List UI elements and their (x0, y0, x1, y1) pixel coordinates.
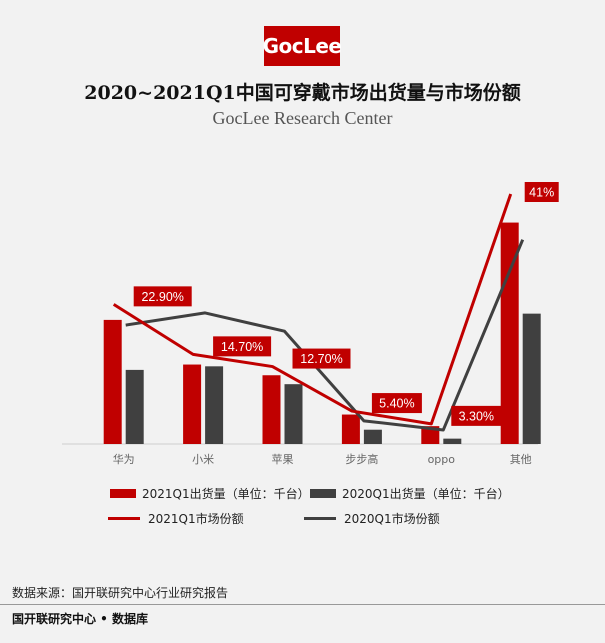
legend-item-2020-shipments: 2020Q1出货量（单位：千台） (310, 485, 510, 502)
goclee-logo: GocLee (263, 26, 342, 66)
data-label-2: 12.70% (300, 352, 342, 366)
legend-label: 2021Q1市场份额 (148, 512, 244, 526)
data-label-box-2 (292, 348, 351, 369)
chart-title: 2020~2021Q1中国可穿戴市场出货量与市场份额 (84, 82, 521, 104)
data-label-box-5 (524, 182, 559, 202)
bar-2020q1-3 (363, 429, 382, 444)
line-2020q1-share (125, 239, 525, 432)
data-label-box-1 (213, 336, 272, 357)
data-label-box-0 (133, 286, 192, 307)
bar-2021q1-1 (183, 364, 202, 444)
bar-2021q1-4 (421, 426, 440, 444)
bar-2020q1-2 (284, 384, 303, 444)
legend-swatch-gray-line (304, 517, 336, 520)
bar-2020q1-0 (125, 369, 144, 444)
legend-item-2020-share: 2020Q1市场份额 (304, 510, 440, 527)
legend-label: 2020Q1市场份额 (344, 512, 440, 526)
bar-2020q1-1 (205, 366, 224, 444)
data-source: 数据来源：国开联研究中心行业研究报告 (12, 586, 229, 600)
data-label-0: 22.90% (141, 290, 183, 304)
legend-label: 2020Q1出货量（单位：千台） (342, 487, 510, 501)
data-label-box-3 (371, 393, 422, 414)
legend-item-2021-shipments: 2021Q1出货量（单位：千台） (110, 485, 310, 502)
line-2021q1-share (112, 193, 513, 426)
legend-swatch-gray-bar (310, 489, 336, 498)
chart-subtitle: GocLee Research Center (212, 108, 393, 128)
footer-brand: 国开联研究中心 • 数据库 (12, 612, 149, 626)
x-tick-label: oppo (428, 453, 456, 466)
x-tick-label: 步步高 (345, 452, 378, 466)
data-label-1: 14.70% (221, 340, 263, 354)
bar-2020q1-5 (522, 313, 541, 444)
bar-2020q1-4 (443, 438, 462, 444)
x-tick-label: 苹果 (272, 452, 294, 466)
footer-divider (0, 604, 605, 605)
data-label-5: 41% (529, 186, 554, 200)
legend-swatch-red-line (108, 517, 140, 520)
x-tick-label: 小米 (192, 453, 214, 466)
x-tick-label: 其他 (510, 453, 532, 466)
legend-item-2021-share: 2021Q1市场份额 (108, 510, 244, 527)
data-label-3: 5.40% (379, 397, 414, 411)
legend-swatch-red-bar (110, 489, 136, 498)
x-tick-label: 华为 (113, 452, 135, 466)
chart-canvas: 华为 小米 苹果 步步高 oppo 其他 22.90% 14.70% 12.70% 5.40% 3.… (62, 182, 559, 466)
bar-2021q1-0 (103, 319, 122, 444)
bar-2021q1-3 (341, 414, 360, 444)
data-label-4: 3.30% (459, 409, 494, 423)
legend-label: 2021Q1出货量（单位：千台） (142, 487, 310, 501)
bar-2021q1-2 (262, 375, 281, 444)
data-label-box-4 (451, 405, 502, 426)
